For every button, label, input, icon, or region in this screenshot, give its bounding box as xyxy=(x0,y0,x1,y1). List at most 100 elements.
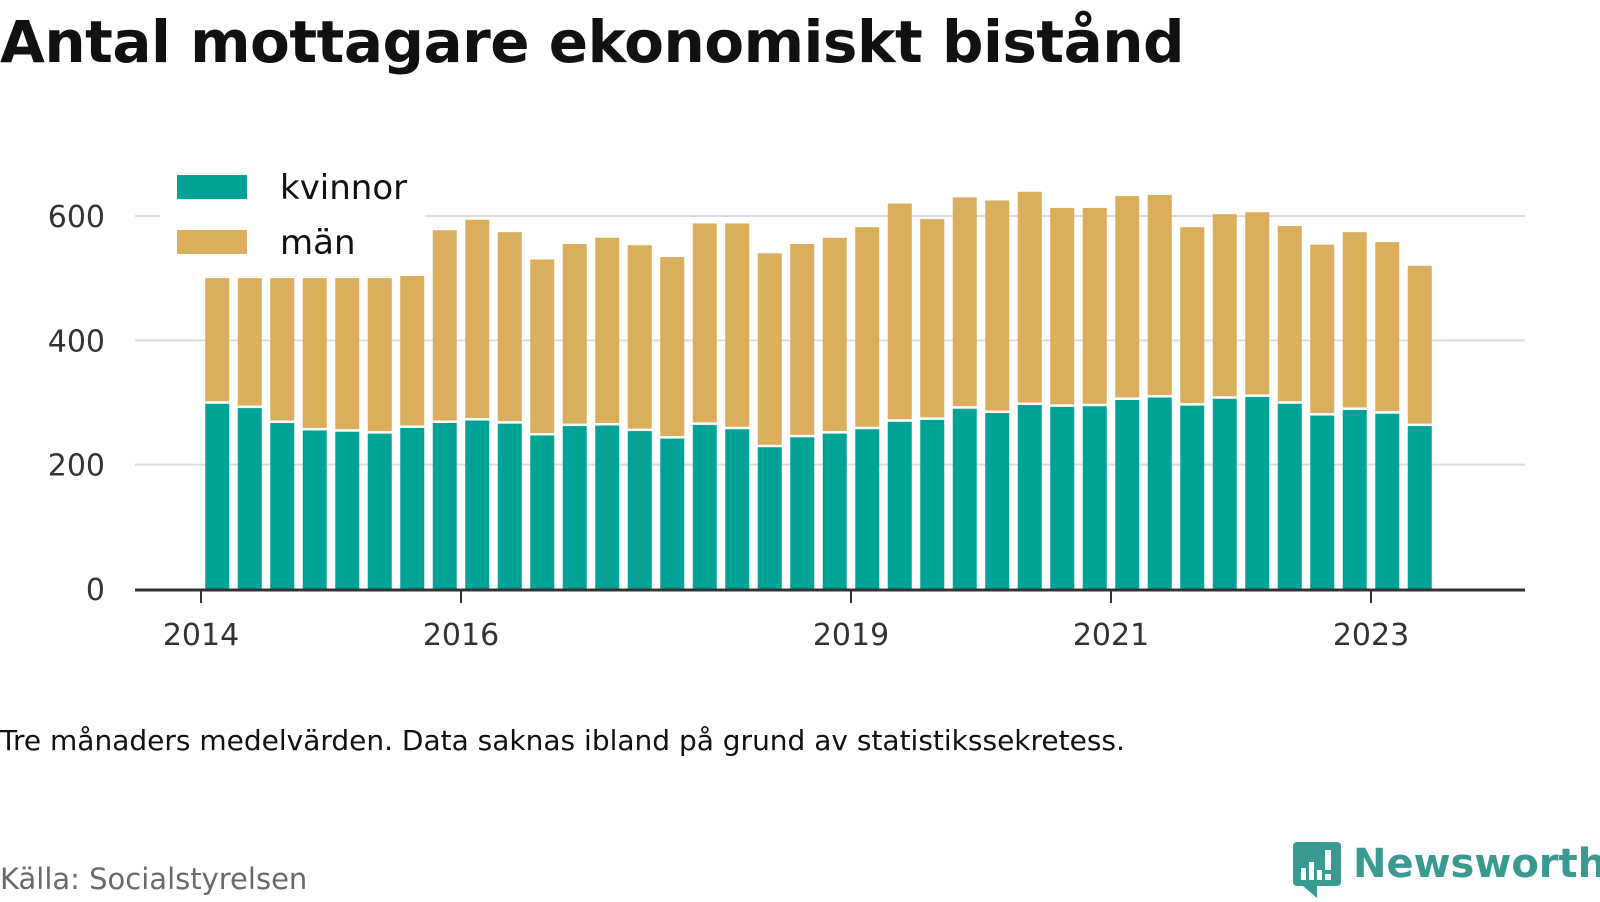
bar-group-16 xyxy=(725,223,750,589)
bar-man-9 xyxy=(497,232,522,422)
legend: kvinnor män xyxy=(160,158,425,276)
bar-masked-lower-2 xyxy=(270,278,295,421)
bar-group-13 xyxy=(627,245,652,589)
bar-man-15 xyxy=(692,223,717,423)
bar-kvinnor-22 xyxy=(920,419,945,589)
bar-man-20 xyxy=(855,227,880,427)
bar-group-32 xyxy=(1245,212,1270,589)
bar-group-9 xyxy=(497,232,522,589)
bar-kvinnor-25 xyxy=(1017,404,1042,589)
bars xyxy=(205,191,1432,589)
bar-kvinnor-32 xyxy=(1245,396,1270,589)
bar-kvinnor-31 xyxy=(1212,398,1237,589)
bar-group-31 xyxy=(1212,214,1237,589)
bar-man-36 xyxy=(1375,242,1400,412)
bar-kvinnor-1 xyxy=(237,408,262,589)
bar-kvinnor-8 xyxy=(465,420,490,589)
bar-kvinnor-20 xyxy=(855,429,880,589)
bar-group-10 xyxy=(530,259,555,589)
bar-group-24 xyxy=(985,200,1010,589)
bar-group-17 xyxy=(757,253,782,589)
bar-man-8 xyxy=(465,219,490,419)
y-tick-label-0: 0 xyxy=(86,573,105,608)
bar-kvinnor-29 xyxy=(1147,397,1172,589)
bar-group-21 xyxy=(887,203,912,589)
bar-masked-lower-0 xyxy=(205,278,230,402)
bar-group-28 xyxy=(1115,196,1140,589)
bar-man-10 xyxy=(530,259,555,433)
bar-kvinnor-11 xyxy=(562,426,587,589)
source-label: Källa: Socialstyrelsen xyxy=(0,862,308,896)
bar-group-37 xyxy=(1407,265,1432,589)
x-axis-ticks: 2014 2016 2019 2021 2023 xyxy=(163,591,1409,653)
bar-man-16 xyxy=(725,223,750,427)
legend-swatch-0 xyxy=(177,175,247,199)
bar-kvinnor-2 xyxy=(270,423,295,589)
legend-swatch-1 xyxy=(177,230,247,254)
bar-group-26 xyxy=(1050,207,1075,589)
brand-name: Newsworthy xyxy=(1353,841,1600,887)
y-tick-label-200: 200 xyxy=(48,449,105,484)
bar-group-29 xyxy=(1147,194,1172,589)
bar-group-35 xyxy=(1342,232,1367,589)
bar-man-37 xyxy=(1407,265,1432,424)
bar-kvinnor-21 xyxy=(887,421,912,589)
bar-kvinnor-5 xyxy=(367,433,392,589)
bar-chart: 0 200 400 600 2014 2016 2019 2021 2023 kvinnor m… xyxy=(47,158,1525,653)
bar-man-31 xyxy=(1212,214,1237,397)
bar-kvinnor-28 xyxy=(1115,400,1140,589)
newsworthy-logo-icon xyxy=(1293,842,1341,898)
bar-group-6 xyxy=(400,235,425,589)
bar-man-23 xyxy=(952,197,977,407)
bar-kvinnor-26 xyxy=(1050,406,1075,589)
bar-kvinnor-3 xyxy=(302,430,327,589)
bar-kvinnor-24 xyxy=(985,413,1010,589)
bar-man-28 xyxy=(1115,196,1140,398)
bar-kvinnor-0 xyxy=(205,403,230,589)
bar-group-4 xyxy=(335,230,360,589)
bar-kvinnor-30 xyxy=(1180,405,1205,589)
bar-man-25 xyxy=(1017,191,1042,403)
bar-group-20 xyxy=(855,227,880,589)
bar-group-14 xyxy=(660,257,685,589)
bar-man-21 xyxy=(887,203,912,420)
bar-group-27 xyxy=(1082,207,1107,589)
bar-kvinnor-27 xyxy=(1082,406,1107,589)
bar-kvinnor-33 xyxy=(1277,403,1302,589)
bar-group-5 xyxy=(367,240,392,589)
bar-masked-lower-5 xyxy=(367,278,392,432)
bar-kvinnor-15 xyxy=(692,424,717,589)
chart-title: Antal mottagare ekonomiskt bistånd xyxy=(0,8,1185,76)
x-tick-label-2019: 2019 xyxy=(813,618,889,653)
bar-group-15 xyxy=(692,223,717,589)
bar-man-35 xyxy=(1342,232,1367,408)
bar-kvinnor-23 xyxy=(952,408,977,589)
bar-man-24 xyxy=(985,200,1010,411)
legend-label-1: män xyxy=(280,223,356,263)
x-tick-label-2016: 2016 xyxy=(423,618,499,653)
bar-group-3 xyxy=(302,226,327,589)
x-tick-label-2021: 2021 xyxy=(1073,618,1149,653)
bar-man-33 xyxy=(1277,225,1302,402)
bar-group-25 xyxy=(1017,191,1042,589)
bar-kvinnor-18 xyxy=(790,437,815,589)
bar-man-12 xyxy=(595,237,620,424)
x-tick-label-2023: 2023 xyxy=(1333,618,1409,653)
bar-man-32 xyxy=(1245,212,1270,395)
bar-kvinnor-12 xyxy=(595,425,620,589)
bar-group-11 xyxy=(562,243,587,589)
bar-man-13 xyxy=(627,245,652,429)
legend-label-0: kvinnor xyxy=(280,168,407,208)
y-axis-tick-labels: 0 200 400 600 xyxy=(48,200,105,608)
bar-kvinnor-13 xyxy=(627,431,652,589)
bar-group-33 xyxy=(1277,225,1302,589)
bar-kvinnor-19 xyxy=(822,433,847,589)
y-tick-label-600: 600 xyxy=(48,200,105,235)
bar-man-26 xyxy=(1050,207,1075,405)
bar-kvinnor-16 xyxy=(725,429,750,589)
bar-masked-lower-3 xyxy=(302,278,327,428)
bar-man-14 xyxy=(660,257,685,437)
bar-group-7 xyxy=(432,230,457,589)
bar-group-23 xyxy=(952,197,977,589)
bar-kvinnor-35 xyxy=(1342,409,1367,589)
